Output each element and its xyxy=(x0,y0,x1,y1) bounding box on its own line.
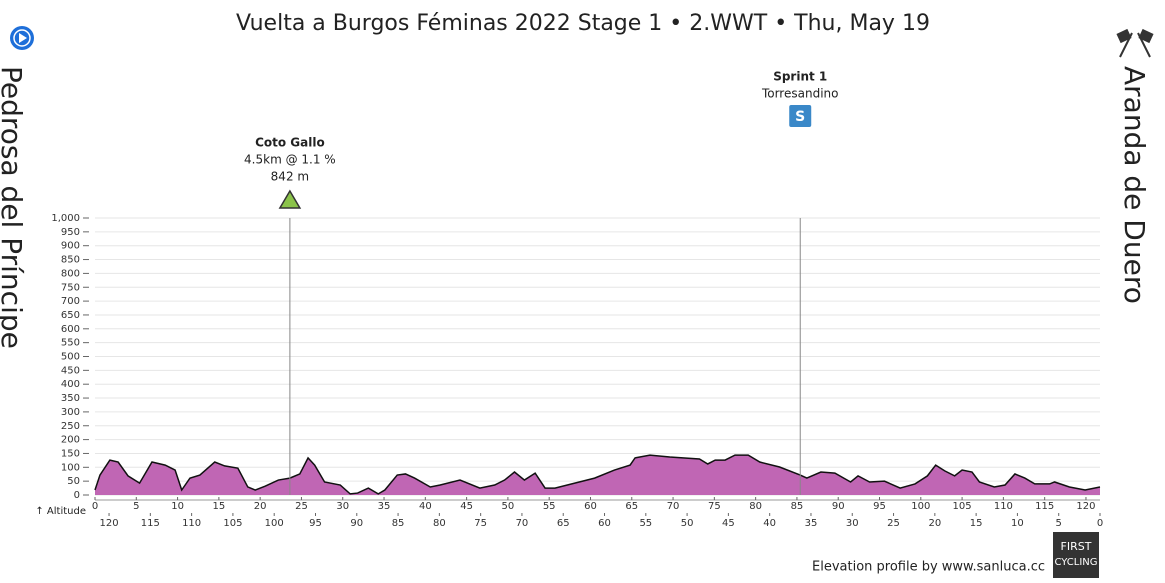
y-tick-label: 600 xyxy=(61,324,80,335)
sprint-icon-label: S xyxy=(795,109,805,125)
x2-tick-label: 5 xyxy=(1056,518,1062,529)
x-tick-label: 0 xyxy=(92,501,98,512)
x-tick-label: 25 xyxy=(295,501,308,512)
finish-label: Aranda de Duero xyxy=(1118,66,1151,304)
x2-tick-label: 120 xyxy=(99,518,118,529)
y-tick-label: 750 xyxy=(61,282,80,293)
x2-tick-label: 20 xyxy=(928,518,941,529)
x-tick-label: 105 xyxy=(953,501,972,512)
x2-tick-label: 30 xyxy=(846,518,859,529)
y-tick-label: 50 xyxy=(67,476,80,487)
y-tick-label: 200 xyxy=(61,435,80,446)
chart-title: Vuelta a Burgos Féminas 2022 Stage 1 • 2… xyxy=(236,11,930,36)
annotation-text: Sprint 1 xyxy=(773,70,827,84)
x-tick-label: 70 xyxy=(667,501,680,512)
credit: Elevation profile by www.sanluca.cc xyxy=(812,560,1045,575)
y-tick-label: 700 xyxy=(61,296,80,307)
x2-tick-label: 110 xyxy=(182,518,201,529)
x2-tick-label: 25 xyxy=(887,518,900,529)
x-tick-label: 120 xyxy=(1076,501,1095,512)
y-tick-label: 250 xyxy=(61,421,80,432)
logo: FIRST CYCLING xyxy=(1053,532,1099,578)
x2-tick-label: 35 xyxy=(805,518,818,529)
annotation-text: 842 m xyxy=(271,170,309,184)
finish-icon xyxy=(1116,28,1154,58)
x-tick-label: 60 xyxy=(584,501,597,512)
annotation-text: 4.5km @ 1.1 % xyxy=(244,153,336,167)
x-tick-label: 55 xyxy=(543,501,556,512)
logo-line: CYCLING xyxy=(1054,557,1097,568)
y-tick-label: 450 xyxy=(61,365,80,376)
annotation-text: Torresandino xyxy=(761,87,839,101)
x-tick-label: 35 xyxy=(378,501,391,512)
x2-tick-label: 85 xyxy=(392,518,405,529)
x-tick-label: 65 xyxy=(625,501,638,512)
y-axis-label: ↑ Altitude xyxy=(35,506,86,517)
y-tick-label: 150 xyxy=(61,448,80,459)
x2-tick-label: 0 xyxy=(1097,518,1103,529)
x-tick-label: 45 xyxy=(460,501,473,512)
y-tick-label: 550 xyxy=(61,338,80,349)
x-tick-label: 110 xyxy=(994,501,1013,512)
x-tick-label: 85 xyxy=(791,501,804,512)
x-tick-label: 20 xyxy=(254,501,267,512)
x-tick-label: 10 xyxy=(171,501,184,512)
y-tick-label: 100 xyxy=(61,462,80,473)
x-tick-label: 30 xyxy=(336,501,349,512)
y-tick-label: 650 xyxy=(61,310,80,321)
annotation-text: Coto Gallo xyxy=(255,136,325,150)
y-tick-label: 800 xyxy=(61,268,80,279)
x-tick-label: 75 xyxy=(708,501,721,512)
x2-tick-label: 115 xyxy=(141,518,160,529)
x2-tick-label: 60 xyxy=(598,518,611,529)
y-tick-label: 500 xyxy=(61,352,80,363)
x-tick-label: 100 xyxy=(911,501,930,512)
x-tick-label: 40 xyxy=(419,501,432,512)
x-tick-label: 115 xyxy=(1035,501,1054,512)
logo-line: FIRST xyxy=(1061,540,1092,553)
sprint-icon xyxy=(789,105,812,127)
x2-tick-label: 105 xyxy=(223,518,242,529)
x-tick-label: 80 xyxy=(749,501,762,512)
x2-tick-label: 10 xyxy=(1011,518,1024,529)
y-tick-label: 0 xyxy=(74,490,80,501)
y-tick-label: 850 xyxy=(61,255,80,266)
x2-tick-label: 40 xyxy=(763,518,776,529)
x2-tick-label: 90 xyxy=(350,518,363,529)
start-label: Pedrosa del Príncipe xyxy=(0,66,28,349)
x2-tick-label: 50 xyxy=(681,518,694,529)
y-tick-label: 950 xyxy=(61,227,80,238)
y-tick-label: 300 xyxy=(61,407,80,418)
x2-tick-label: 95 xyxy=(309,518,322,529)
climb-icon xyxy=(278,189,302,209)
x2-tick-label: 80 xyxy=(433,518,446,529)
x-tick-label: 15 xyxy=(213,501,226,512)
x-tick-label: 95 xyxy=(873,501,886,512)
x-tick-label: 50 xyxy=(502,501,515,512)
x-tick-label: 90 xyxy=(832,501,845,512)
elevation-area xyxy=(95,455,1100,495)
y-tick-label: 400 xyxy=(61,379,80,390)
x-tick-label: 5 xyxy=(133,501,139,512)
y-tick-label: 1,000 xyxy=(51,213,80,224)
elevation-line xyxy=(94,454,1101,495)
x2-tick-label: 65 xyxy=(557,518,570,529)
x2-tick-label: 70 xyxy=(516,518,529,529)
x2-tick-label: 15 xyxy=(970,518,983,529)
y-tick-label: 900 xyxy=(61,241,80,252)
x2-tick-label: 75 xyxy=(474,518,487,529)
start-icon xyxy=(10,26,34,50)
x2-tick-label: 55 xyxy=(639,518,652,529)
y-tick-label: 350 xyxy=(61,393,80,404)
x2-tick-label: 100 xyxy=(265,518,284,529)
x2-tick-label: 45 xyxy=(722,518,735,529)
